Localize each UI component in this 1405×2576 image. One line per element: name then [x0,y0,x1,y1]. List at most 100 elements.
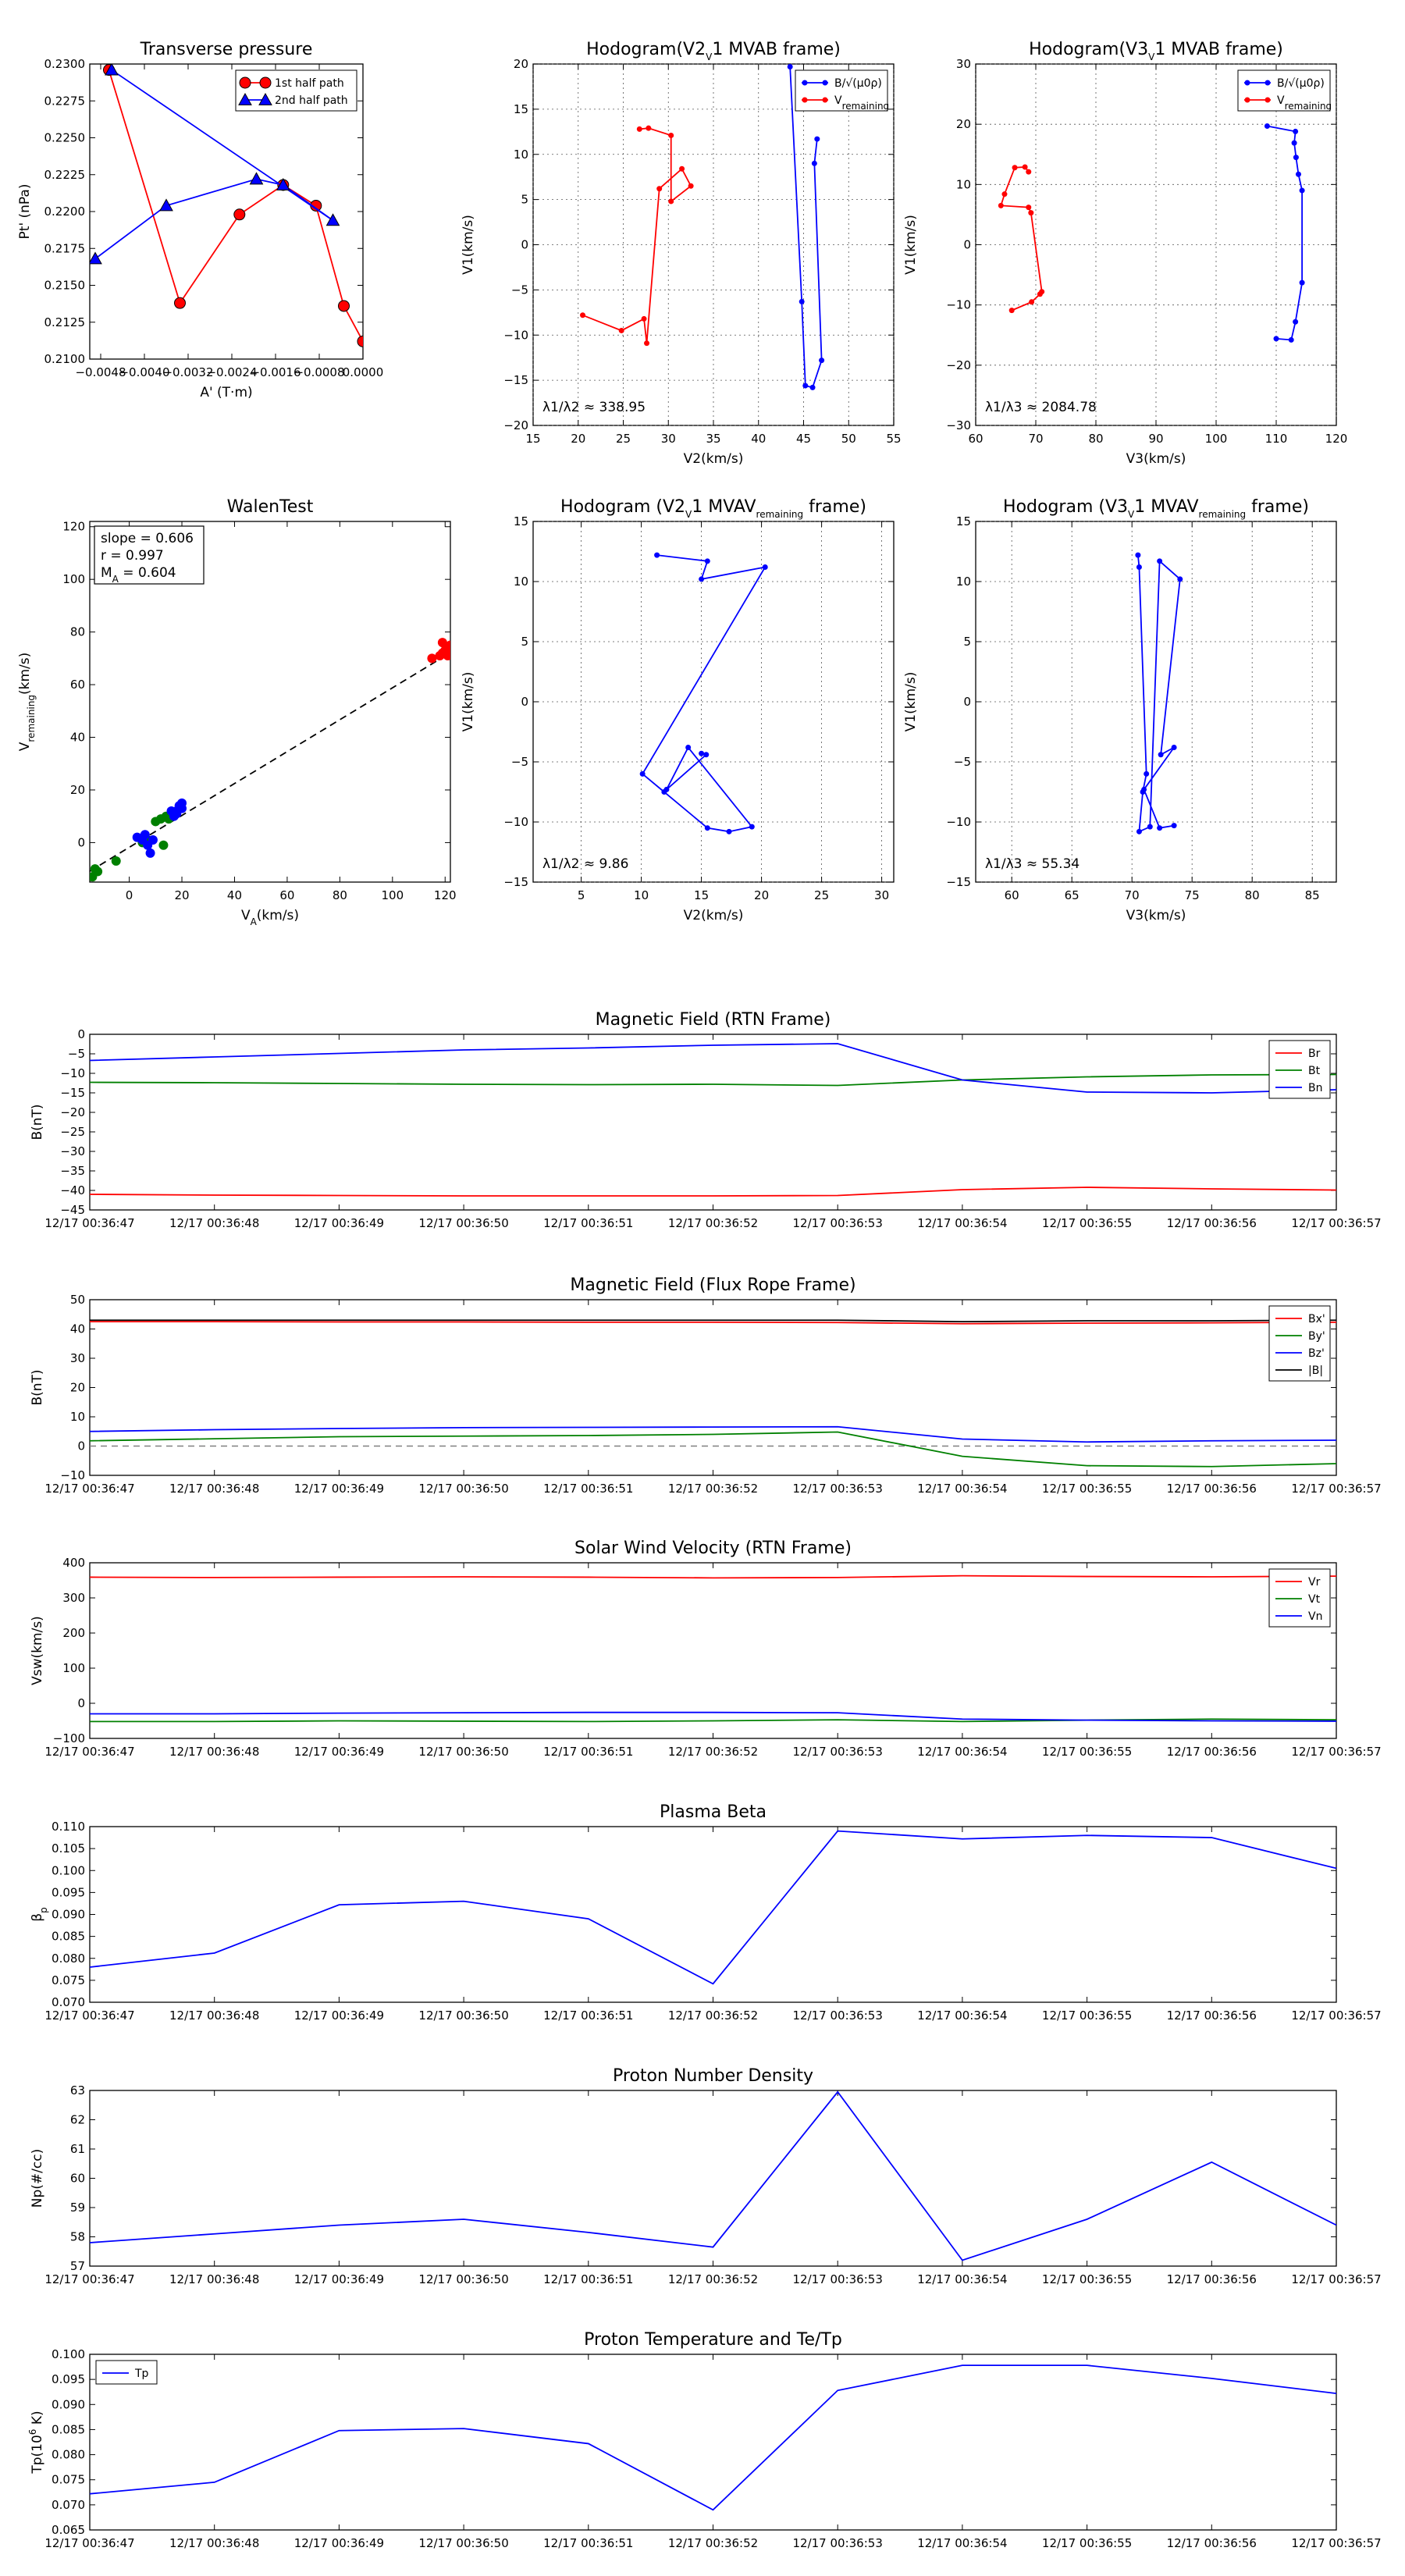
y-tick-label: −30 [60,1144,85,1158]
x-tick-label: 12/17 00:36:48 [169,2008,259,2023]
x-tick-label: 12/17 00:36:48 [169,1745,259,1759]
data-point [276,177,290,190]
data-point [636,126,642,132]
data-point [1022,164,1028,170]
legend-label: Vremaining [1277,94,1332,112]
x-tick-label: 12/17 00:36:47 [44,2008,134,2023]
plot-frame [89,1826,1337,2003]
data-point [90,251,102,265]
y-tick-label: 20 [956,117,971,131]
x-tick-label: 12/17 00:36:53 [793,2536,883,2550]
x-tick-label: 12/17 00:36:48 [169,2536,259,2550]
y-tick-label: −5 [68,1047,85,1061]
data-point [1026,169,1032,175]
x-tick-label: 12/17 00:36:54 [917,2272,1007,2286]
series-line-V_remaining [641,554,767,833]
plot-area [90,1043,1336,1197]
legend-label: Bt [1308,1065,1321,1077]
plot-area [580,64,825,390]
data-point [1293,155,1299,161]
data-point [1171,823,1177,829]
chart-title: Solar Wind Velocity (RTN Frame) [574,1539,852,1558]
x-tick-label: 12/17 00:36:49 [294,1482,384,1496]
x-tick-label: −0.0040 [119,365,169,379]
x-tick-label: 45 [796,432,811,446]
x-tick-label: 12/17 00:36:57 [1291,2272,1381,2286]
stats-line: slope = 0.606 [101,531,194,546]
y-axis-label: V1(km/s) [903,672,919,732]
data-point [1147,824,1153,830]
plot-area [90,1574,1336,1723]
y-tick-label: 0.2175 [44,241,86,255]
x-tick-label: −0.0016 [250,365,301,379]
y-tick-label: −15 [503,373,528,387]
series-line-Tp [90,2364,1336,2511]
data-point [1293,128,1299,134]
data-point [111,856,121,866]
x-tick-label: 0 [126,888,133,902]
y-tick-label: −10 [60,1066,85,1080]
legend-label: Bn [1308,1082,1322,1094]
x-tick-label: 60 [968,432,983,446]
y-tick-label: −20 [60,1105,85,1119]
data-point [656,186,663,192]
data-point [787,64,793,69]
y-tick-label: 63 [70,2083,85,2097]
data-point [1177,576,1183,582]
y-tick-label: 40 [70,1322,85,1336]
legend: Br Bt Bn [1268,1040,1331,1099]
x-axis-label: VA(km/s) [241,908,299,927]
y-tick-label: 60 [70,678,85,692]
x-tick-label: 65 [1065,888,1080,902]
x-tick-label: 12/17 00:36:56 [1167,2008,1257,2023]
plot-area [90,2090,1336,2261]
x-tick-label: 80 [1245,888,1260,902]
y-tick-label: −10 [503,328,528,342]
x-tick-label: 12/17 00:36:54 [917,1745,1007,1759]
y-tick-label: −10 [60,1468,85,1482]
data-point [158,840,169,850]
stats-line: MA = 0.604 [101,565,176,585]
x-tick-label: 80 [333,888,347,902]
x-tick-label: 120 [1325,432,1348,446]
y-tick-label: −5 [511,283,528,297]
data-point [1171,745,1177,751]
y-tick-label: −5 [954,755,971,769]
y-tick-label: 0.080 [52,1952,85,1966]
y-tick-label: −5 [511,755,528,769]
y-tick-label: −30 [946,418,971,432]
legend-label: |B| [1308,1364,1323,1377]
x-tick-label: 12/17 00:36:52 [668,1216,758,1230]
data-point [641,315,647,322]
y-tick-label: 0.075 [52,2473,85,2487]
y-tick-label: 58 [70,2230,85,2244]
y-tick-label: 0.2100 [44,352,86,366]
legend-label: Vremaining [834,94,889,112]
data-point [145,848,155,858]
chart-title: Hodogram(V2V1 MVAB frame) [586,40,841,62]
y-axis-label: Tp(106 K) [27,2411,45,2474]
data-point [249,172,264,185]
y-tick-label: 0.2200 [44,205,86,219]
x-tick-label: 12/17 00:36:51 [543,1216,633,1230]
plot-area [90,64,363,347]
chart-title: Hodogram (V3V1 MVAVremaining frame) [1003,497,1309,520]
y-axis-label: B(nT) [30,1369,45,1405]
ratio-annotation: λ1/λ3 ≈ 2084.78 [985,400,1097,415]
x-tick-label: 12/17 00:36:53 [793,1745,883,1759]
x-axis-label: V3(km/s) [1126,908,1186,923]
plot-area [90,2364,1336,2511]
data-point [704,825,710,831]
legend-label: Vr [1308,1576,1321,1589]
legend-label: Bz' [1308,1347,1325,1360]
data-point [437,638,447,648]
y-tick-label: 5 [521,635,528,649]
chart-hodogram-v3v1-mvav: Hodogram (V3V1 MVAVremaining frame) 60 65 7… [903,497,1337,923]
y-tick-label: 20 [70,1381,85,1395]
chart-proton-density: Proton Number Density 12/17 00:36:47 12/17… [30,2066,1382,2286]
chart-mag-field-flux-rope: Magnetic Field (Flux Rope Frame) 12/17 00… [30,1276,1382,1496]
data-point [688,183,694,189]
x-tick-label: 85 [1305,888,1320,902]
legend-marker [258,92,272,105]
data-point [1299,279,1305,286]
